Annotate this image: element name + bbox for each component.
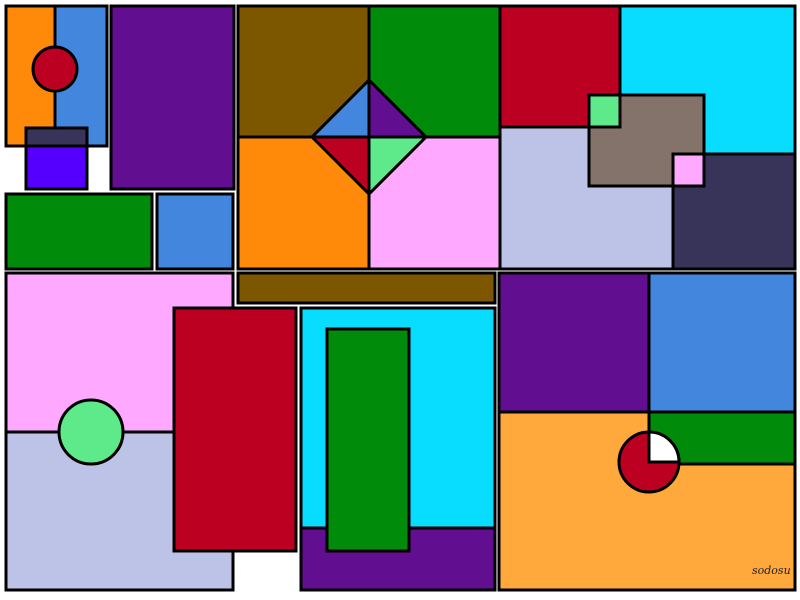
pink-square	[671, 152, 706, 188]
blue-square	[155, 192, 235, 271]
white-quarter-circle	[647, 430, 681, 464]
green-circle	[57, 398, 125, 466]
lightgreen-square	[587, 93, 622, 129]
violet-rect	[24, 144, 89, 191]
brown-bar	[236, 271, 497, 305]
diamond-green-triangle	[367, 135, 430, 198]
blue-rect	[647, 271, 797, 414]
artist-signature: sodosu	[752, 564, 791, 577]
green-tall-rect	[325, 327, 411, 553]
navy-rect	[24, 126, 89, 148]
red-circle	[31, 45, 79, 93]
purple-rect	[109, 4, 236, 191]
green-rect	[4, 192, 154, 271]
purple-rect	[497, 271, 651, 414]
red-rect	[172, 306, 298, 553]
